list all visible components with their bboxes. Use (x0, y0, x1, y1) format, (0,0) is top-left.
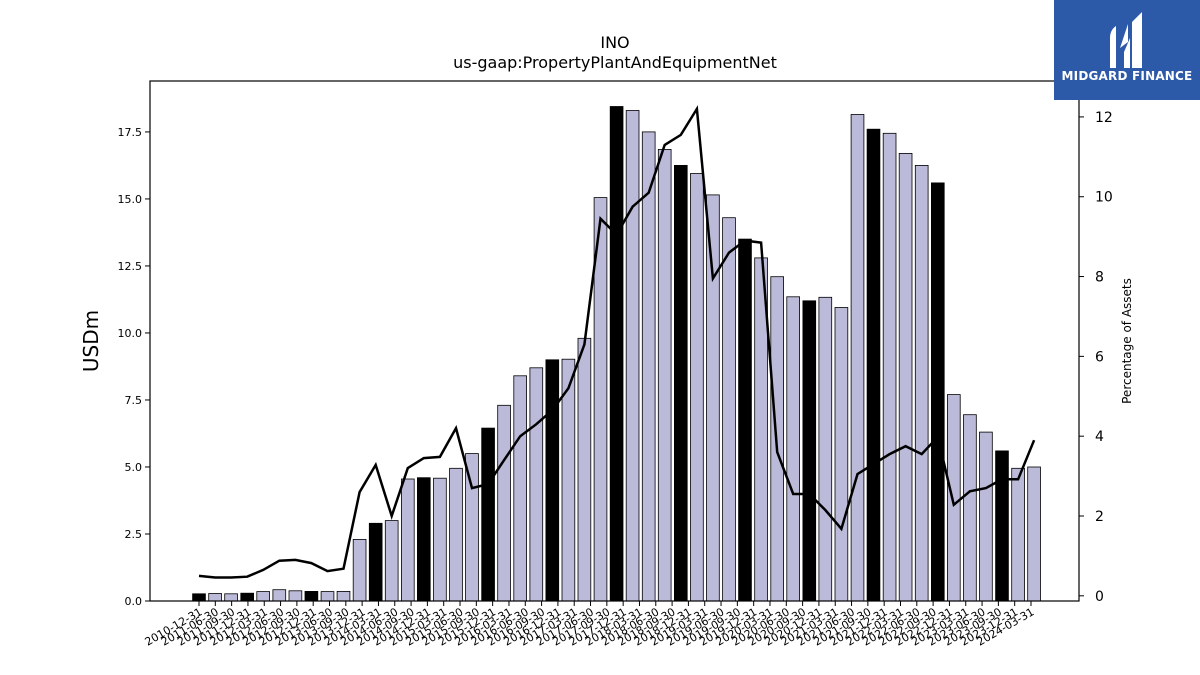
y-axis-ticks: 0.0 2.5 5.0 7.5 10.0 12.5 15.0 17.5 (118, 126, 150, 608)
bar (931, 182, 945, 602)
bar (352, 539, 367, 602)
bar (208, 593, 222, 602)
y2-axis-ticks: 0 2 4 6 8 10 12 (1079, 110, 1113, 605)
y-axis-label: USDm (79, 310, 103, 372)
y-tick-label: 5.0 (125, 461, 143, 474)
bar-group (192, 106, 1041, 602)
bar (706, 194, 720, 602)
bar (272, 589, 287, 602)
y-tick-label: 12.5 (118, 260, 143, 273)
bar (304, 591, 319, 602)
bar (914, 164, 929, 602)
bar (400, 478, 415, 602)
y2-tick-label: 2 (1095, 509, 1104, 525)
bar (818, 296, 833, 602)
bar (609, 106, 624, 602)
bar (288, 590, 303, 602)
y2-tick-label: 6 (1095, 349, 1104, 365)
bar (898, 152, 913, 602)
bar (995, 450, 1009, 602)
bar (384, 520, 399, 602)
y-tick-label: 15.0 (118, 193, 143, 206)
y-tick-label: 2.5 (125, 528, 143, 541)
bar (850, 114, 865, 602)
y2-tick-label: 12 (1095, 110, 1113, 126)
bar (882, 132, 897, 602)
chart-subtitle: us-gaap:PropertyPlantAndEquipmentNet (453, 53, 777, 72)
bar (738, 238, 752, 602)
bar (224, 593, 238, 602)
bar (722, 217, 736, 602)
bar (449, 467, 463, 602)
bar (545, 359, 560, 602)
bar (947, 394, 961, 602)
bar (641, 131, 656, 602)
bar (1011, 467, 1025, 602)
bar (786, 296, 800, 602)
bar (416, 477, 431, 602)
y-tick-label: 0.0 (125, 595, 143, 608)
bar (240, 592, 255, 602)
y-tick-label: 17.5 (118, 126, 143, 139)
bar (256, 591, 270, 602)
y2-tick-label: 10 (1095, 190, 1113, 206)
y2-tick-label: 8 (1095, 270, 1104, 286)
chart-title: INO (600, 33, 629, 52)
bar (529, 367, 544, 602)
bar (336, 591, 351, 602)
bar (433, 477, 447, 602)
bar (625, 110, 640, 602)
plot-frame (149, 80, 1080, 602)
bar (674, 164, 688, 602)
y2-tick-label: 4 (1095, 429, 1104, 445)
bar (834, 307, 849, 602)
bar (979, 431, 993, 602)
logo-text: MIDGARD FINANCE (1061, 69, 1193, 83)
logo: MIDGARD FINANCE (1054, 0, 1200, 100)
bar (690, 173, 704, 602)
bar (320, 591, 335, 602)
y-tick-label: 7.5 (125, 394, 143, 407)
bar (368, 522, 383, 602)
bar (481, 427, 495, 602)
bar (963, 414, 977, 602)
bar (497, 404, 511, 602)
x-axis-ticks: 2010-12-312011-06-302011-09-302011-12-31… (143, 601, 1037, 649)
midgard-logo-icon (1110, 12, 1142, 68)
bar (802, 300, 817, 602)
bar (577, 337, 592, 602)
y2-tick-label: 0 (1095, 589, 1104, 605)
y2-axis-label: Percentage of Assets (1120, 278, 1134, 404)
percentage-line (198, 105, 1036, 579)
bar (192, 593, 206, 602)
bar (866, 128, 881, 602)
bar (513, 375, 527, 602)
bar (1027, 466, 1041, 602)
bar (657, 148, 672, 602)
y-tick-label: 10.0 (118, 327, 143, 340)
